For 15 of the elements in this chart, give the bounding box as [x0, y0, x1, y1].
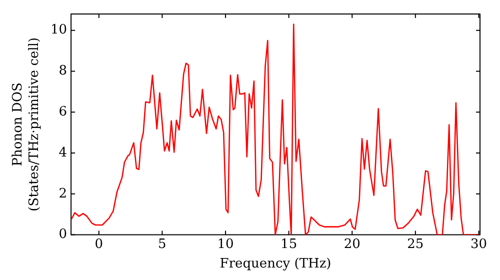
- x-tick-label: 30: [470, 236, 488, 252]
- y-tick-label: 8: [58, 64, 68, 79]
- x-axis-title: Frequency (THz): [220, 256, 332, 272]
- x-tick-label: 0: [94, 236, 104, 252]
- y-tick-label: 2: [58, 186, 68, 202]
- y-tick-label: 6: [58, 104, 68, 120]
- x-tick-label: 20: [344, 236, 360, 252]
- x-tick-label: 5: [158, 236, 166, 252]
- x-tick-label: 10: [217, 236, 234, 252]
- y-tick-label: 4: [58, 145, 68, 160]
- y-tick-label: 0: [58, 227, 68, 242]
- y-tick-label: 10: [50, 22, 68, 38]
- x-tick-label: 15: [280, 236, 298, 252]
- x-tick-label: 25: [407, 236, 424, 252]
- y-axis-title: Phonon DOS (States/THz·primitive cell): [10, 37, 42, 212]
